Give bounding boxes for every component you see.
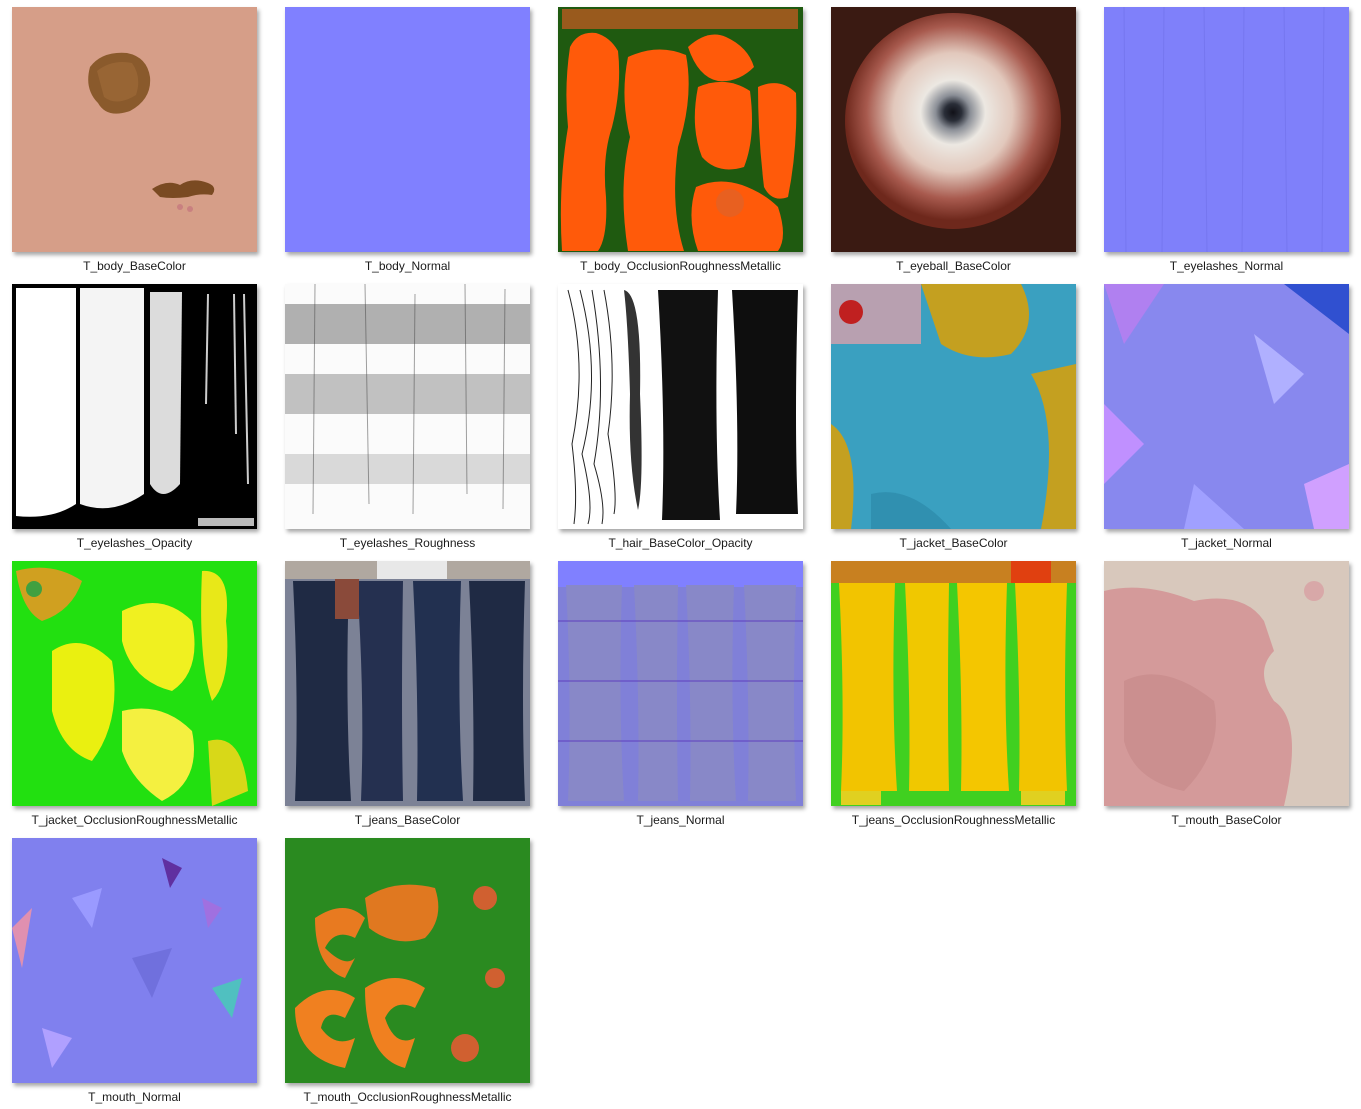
texture-thumbnail (12, 838, 257, 1083)
file-tile[interactable]: T_mouth_OcclusionRoughnessMetallic (273, 831, 546, 1108)
file-name: T_mouth_Normal (88, 1090, 181, 1104)
file-name: T_mouth_OcclusionRoughnessMetallic (303, 1090, 512, 1104)
file-name: T_jeans_Normal (636, 813, 725, 827)
texture-thumbnail (285, 7, 530, 252)
file-tile[interactable]: T_jeans_BaseColor (273, 554, 546, 831)
texture-thumbnail (558, 284, 803, 529)
texture-thumbnail (831, 7, 1076, 252)
file-name: T_jacket_Normal (1181, 536, 1272, 550)
file-name: T_mouth_BaseColor (1171, 813, 1282, 827)
file-tile[interactable]: T_eyelashes_Normal (1092, 0, 1361, 277)
file-name: T_eyeball_BaseColor (896, 259, 1011, 273)
file-tile[interactable]: T_body_BaseColor (0, 0, 273, 277)
texture-thumbnail (285, 838, 530, 1083)
file-name: T_jacket_BaseColor (899, 536, 1008, 550)
texture-thumbnail (1104, 561, 1349, 806)
file-tile[interactable]: T_jeans_Normal (546, 554, 819, 831)
texture-thumbnail (285, 561, 530, 806)
file-tile[interactable]: T_mouth_Normal (0, 831, 273, 1108)
texture-thumbnail (12, 561, 257, 806)
file-name: T_eyelashes_Opacity (76, 536, 193, 550)
texture-thumbnail (831, 561, 1076, 806)
file-tile[interactable]: T_eyeball_BaseColor (819, 0, 1092, 277)
file-name: T_jeans_BaseColor (354, 813, 461, 827)
file-name: T_jacket_OcclusionRoughnessMetallic (31, 813, 238, 827)
file-name: T_body_OcclusionRoughnessMetallic (580, 259, 781, 273)
file-tile[interactable]: T_body_Normal (273, 0, 546, 277)
texture-thumbnail (1104, 284, 1349, 529)
file-tile[interactable]: T_jacket_OcclusionRoughnessMetallic (0, 554, 273, 831)
file-name: T_hair_BaseColor_Opacity (608, 536, 753, 550)
texture-thumbnail (1104, 7, 1349, 252)
texture-thumbnail (12, 284, 257, 529)
texture-thumbnail (285, 284, 530, 529)
file-tile[interactable]: T_mouth_BaseColor (1092, 554, 1361, 831)
file-tile[interactable]: T_hair_BaseColor_Opacity (546, 277, 819, 554)
texture-thumbnail (12, 7, 257, 252)
file-name: T_jeans_OcclusionRoughnessMetallic (851, 813, 1056, 827)
file-tile[interactable]: T_eyelashes_Opacity (0, 277, 273, 554)
file-tile[interactable]: T_eyelashes_Roughness (273, 277, 546, 554)
texture-thumbnail (831, 284, 1076, 529)
file-name: T_eyelashes_Normal (1169, 259, 1284, 273)
file-tile[interactable]: T_jeans_OcclusionRoughnessMetallic (819, 554, 1092, 831)
file-tile[interactable]: T_body_OcclusionRoughnessMetallic (546, 0, 819, 277)
texture-thumbnail (558, 561, 803, 806)
file-name: T_eyelashes_Roughness (339, 536, 476, 550)
file-tile[interactable]: T_jacket_BaseColor (819, 277, 1092, 554)
texture-thumbnail (558, 7, 803, 252)
file-name: T_body_Normal (364, 259, 451, 273)
file-tile[interactable]: T_jacket_Normal (1092, 277, 1361, 554)
file-name: T_body_BaseColor (83, 259, 186, 273)
